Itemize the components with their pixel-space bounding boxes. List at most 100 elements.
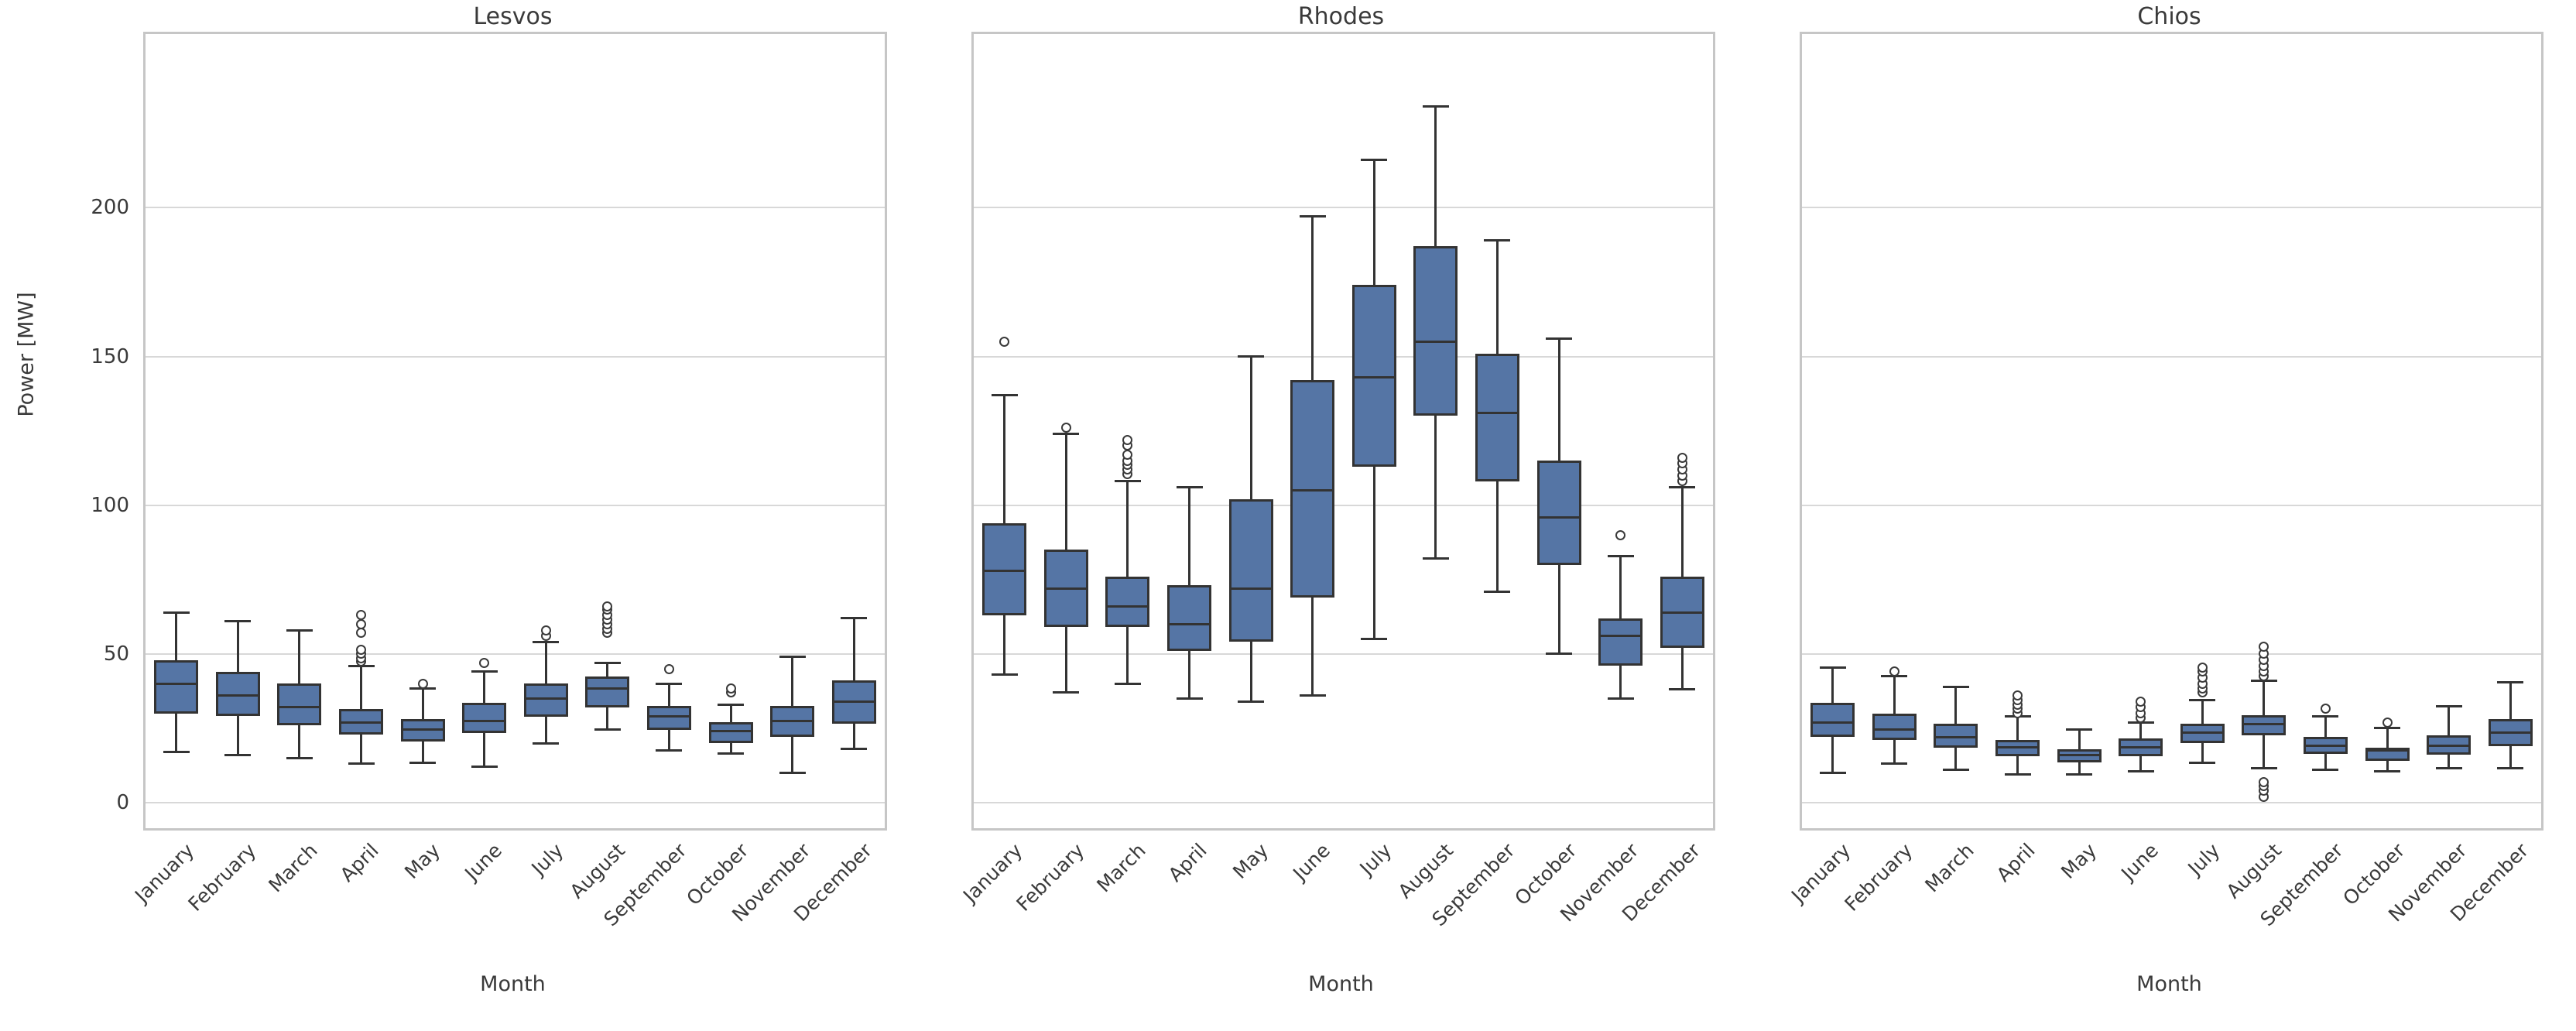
whisker-cap <box>163 611 190 614</box>
outlier-point <box>2136 696 2146 707</box>
outlier-point <box>356 628 367 639</box>
median-line <box>646 715 691 718</box>
gridline-200 <box>1802 207 2541 209</box>
median-line <box>154 682 199 685</box>
whisker-cap <box>1361 638 1388 641</box>
x-tick-label: July <box>2184 839 2225 880</box>
whisker-cap <box>841 748 868 751</box>
outlier-point <box>356 644 367 655</box>
median-line <box>982 569 1027 572</box>
x-tick-label: June <box>2117 839 2163 885</box>
median-line <box>339 721 384 724</box>
y-tick-label: 200 <box>91 196 129 220</box>
whisker-cap <box>2435 767 2462 770</box>
outlier-point <box>479 657 490 668</box>
y-axis-label: Power [MW] <box>14 292 39 417</box>
whisker-cap <box>224 620 252 623</box>
whisker-cap <box>1114 480 1141 483</box>
whisker-cap <box>1607 697 1634 700</box>
gridline-100 <box>146 504 885 506</box>
whisker-cap <box>1546 337 1573 340</box>
whisker-cap <box>1484 239 1511 242</box>
boxplot-box <box>585 676 630 707</box>
whisker-cap <box>2189 761 2216 764</box>
median-line <box>1043 587 1088 590</box>
whisker-cap <box>1607 554 1634 557</box>
median-line <box>1413 340 1458 343</box>
median-line <box>2242 722 2287 725</box>
boxplot-box <box>277 683 322 726</box>
x-tick-label: April <box>1164 839 1212 886</box>
x-tick-label: March <box>1092 839 1150 897</box>
boxplot-box <box>1351 285 1396 467</box>
boxplot-box <box>708 722 753 744</box>
whisker-cap <box>2312 715 2339 718</box>
x-tick-label: March <box>1920 839 1978 897</box>
median-line <box>1934 735 1978 738</box>
boxplot-box <box>1934 724 1978 748</box>
whisker-cap <box>533 742 560 745</box>
x-axis-label-lesvos: Month <box>480 972 546 996</box>
outlier-point <box>725 683 736 694</box>
outlier-point <box>602 601 613 611</box>
median-line <box>1660 611 1704 614</box>
outlier-point <box>2259 776 2269 787</box>
median-line <box>1167 622 1212 625</box>
gridline-50 <box>1802 653 2541 655</box>
median-line <box>462 719 507 722</box>
median-line <box>2057 753 2102 756</box>
y-tick-label: 0 <box>116 790 129 814</box>
boxplot-box <box>1536 461 1581 565</box>
median-line <box>2303 745 2348 748</box>
whisker-cap <box>1299 694 1326 697</box>
whisker-cap <box>1176 486 1203 489</box>
gridline-0 <box>146 801 885 803</box>
whisker-cap <box>471 766 498 769</box>
x-axis-label-rhodes: Month <box>1308 972 1374 996</box>
median-line <box>2427 745 2472 748</box>
boxplot-box <box>1290 380 1335 598</box>
gridline-100 <box>1802 504 2541 506</box>
whisker-cap <box>224 753 252 756</box>
outlier-point <box>2197 662 2208 673</box>
median-line <box>215 694 260 697</box>
whisker-cap <box>718 752 745 755</box>
gridline-200 <box>974 207 1713 209</box>
outlier-point <box>540 625 551 635</box>
outlier-point <box>2320 704 2331 714</box>
boxplot-box <box>1167 585 1212 651</box>
median-line <box>277 706 322 709</box>
x-tick-label: April <box>1992 839 2040 886</box>
whisker-cap <box>656 749 683 752</box>
median-line <box>1228 587 1273 590</box>
outlier-point <box>356 618 367 629</box>
outlier-point <box>999 336 1010 347</box>
y-tick-label: 50 <box>103 642 129 666</box>
gridline-150 <box>1802 355 2541 358</box>
median-line <box>1475 412 1519 415</box>
whisker-cap <box>2435 704 2462 707</box>
boxplot-box <box>1598 618 1643 666</box>
whisker-cap <box>409 761 437 764</box>
boxplot-box <box>2242 714 2287 736</box>
median-line <box>831 700 876 703</box>
whisker-cap <box>286 629 313 632</box>
x-axis-label-chios: Month <box>2136 972 2202 996</box>
whisker-cap <box>1238 700 1265 703</box>
whisker-cap <box>2004 772 2031 776</box>
median-line <box>708 730 753 733</box>
plot-area-rhodes: January February March April May June July Augu… <box>959 32 1715 930</box>
gridline-150 <box>974 355 1713 358</box>
boxplot-box <box>982 522 1027 615</box>
whisker-cap <box>841 617 868 620</box>
whisker-cap <box>991 673 1018 676</box>
boxplot-box <box>215 671 260 717</box>
median-line <box>585 687 630 690</box>
whisker-cap <box>1819 666 1846 669</box>
whisker-cap <box>656 682 683 685</box>
boxplot-box <box>1475 353 1519 481</box>
gridline-50 <box>974 653 1713 655</box>
y-tick-label: 150 <box>91 344 129 368</box>
whisker-cap <box>471 670 498 673</box>
